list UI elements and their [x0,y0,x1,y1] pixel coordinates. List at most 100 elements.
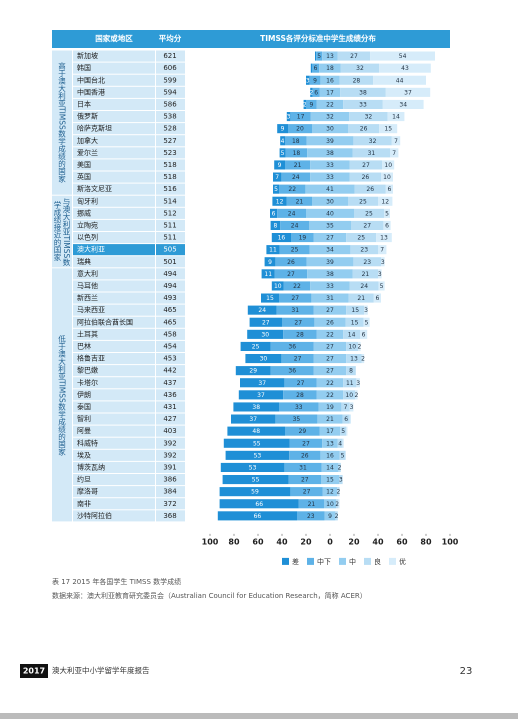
segment-label: 26 [301,452,309,459]
bar-segment [290,112,311,122]
score: 465 [163,318,176,326]
segment-label: 21 [294,162,302,169]
bar-segment [245,354,282,364]
bar-segment [352,269,378,279]
segment-label: 22 [326,101,334,108]
bar-segment [346,366,356,376]
country-name: 科威特 [77,438,98,447]
bar-segment [339,450,346,460]
segment-label: 15 [351,307,359,314]
bar-segment [337,438,343,448]
segment-label: 29 [299,428,307,435]
country-cell [73,74,155,86]
bar-segment [240,378,285,388]
score-cell [156,292,185,304]
country-cell [73,268,155,280]
score: 493 [163,294,176,302]
x-tick-label: 0 [327,537,333,546]
segment-label: 5 [385,210,389,217]
score-cell [156,486,185,498]
country-name: 约旦 [77,475,91,484]
segment-label: 26 [326,319,334,326]
segment-label: 31 [326,295,334,302]
legend-swatch [389,557,396,565]
country-name: 马来西亚 [77,306,105,314]
bar-segment [313,305,347,315]
segment-label: 25 [252,343,260,350]
score: 386 [163,476,177,484]
bar-segment [233,402,279,412]
legend-label: 差 [292,557,299,566]
x-tick-label: 60 [252,537,264,546]
footer-title: 澳大利亚中小学留学年度报告 [52,665,150,675]
bar-segment [354,184,386,194]
bar-segment [288,475,321,485]
score: 403 [163,427,176,435]
bar-segment [384,208,390,218]
group-label: 高于澳大利亚TIMSS数学成绩的国家 [57,62,67,183]
country-cell [73,98,155,110]
score-cell [156,256,185,268]
bar-segment [335,511,338,521]
segment-label: 14 [348,331,356,338]
bar-segment [266,245,280,255]
bar-segment [342,438,344,448]
bar-segment [385,184,393,194]
country-cell [73,111,155,123]
bar-segment [277,124,288,134]
bar-segment [363,317,370,327]
segment-label: 17 [326,89,334,96]
country-name: 加拿大 [77,136,98,145]
score: 528 [163,125,176,133]
score: 511 [163,234,176,242]
segment-label: 9 [281,126,285,133]
bar-segment [310,160,350,170]
bar-segment [305,184,355,194]
segment-label: 16 [326,77,334,84]
country-cell [73,171,155,183]
bar-segment [379,63,431,73]
bar-segment [387,112,405,122]
segment-label: 28 [353,77,361,84]
x-tick-label: 40 [276,537,288,546]
segment-label: 27 [326,368,334,375]
bar-segment [217,511,297,521]
segment-label: 31 [291,307,299,314]
bar-segment [317,414,343,424]
segment-label: 5 [317,53,321,60]
legend-swatch [282,557,289,565]
bar-segment [306,257,354,267]
bar-segment [316,99,344,109]
segment-label: 27 [294,356,302,363]
bar-segment [373,75,426,85]
bar-segment [390,148,399,158]
group-cell [52,195,72,268]
segment-label: 22 [326,331,334,338]
page-number: 23 [460,666,473,677]
bar-segment [273,172,282,182]
segment-label: 18 [293,150,301,157]
score-cell [156,171,185,183]
bar-segment [286,196,312,206]
segment-label: 48 [252,428,260,435]
bar-segment [223,438,290,448]
segment-label: 30 [261,331,269,338]
country-name: 埃及 [77,450,91,459]
segment-label: 40 [326,210,334,217]
bar-segment [279,148,286,158]
bar-segment [309,245,351,255]
bar-segment [320,450,340,460]
bar-segment [264,257,276,267]
bar-segment [261,269,275,279]
bar-segment [348,124,380,134]
bar-segment [227,426,285,436]
country-cell [73,474,155,486]
country-name: 斯洛文尼亚 [77,184,112,193]
segment-label: 3 [364,307,368,314]
bar-segment [349,172,381,182]
segment-label: 17 [326,428,334,435]
bar-segment [346,341,359,351]
country-cell [73,377,155,389]
segment-label: 25 [359,198,367,205]
country-name: 爱尔兰 [77,148,98,157]
